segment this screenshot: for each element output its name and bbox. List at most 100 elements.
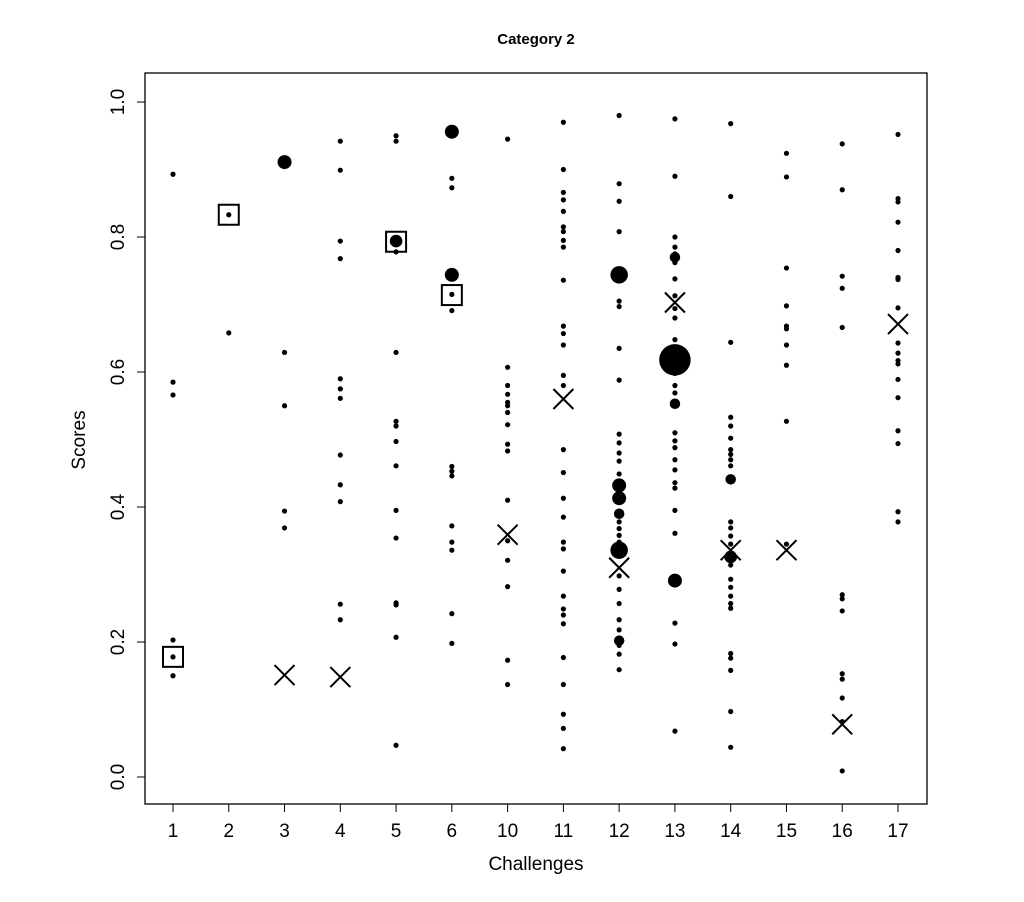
big-dot (669, 252, 681, 263)
dot (170, 673, 176, 679)
square (440, 284, 463, 307)
big-dot (667, 573, 682, 588)
dot (839, 285, 845, 291)
dot (728, 519, 734, 525)
dot (672, 430, 678, 436)
dot (449, 175, 455, 181)
dot (672, 530, 678, 536)
big-dot (610, 541, 628, 559)
dot (728, 655, 734, 661)
dot (728, 562, 734, 568)
dot (672, 382, 678, 389)
dot (560, 495, 566, 501)
dot (170, 379, 176, 385)
dot (839, 592, 845, 598)
dot (728, 193, 734, 200)
dot (281, 508, 288, 514)
dot (728, 414, 734, 420)
dot (505, 441, 511, 447)
dot (281, 403, 288, 409)
dot (337, 138, 343, 144)
big-dot (613, 508, 625, 520)
dot (393, 463, 399, 469)
dot (337, 376, 343, 382)
big-dot (725, 474, 736, 485)
dot (672, 728, 678, 734)
dot (505, 136, 511, 142)
square (162, 645, 184, 668)
dot (728, 423, 734, 429)
dot (895, 428, 901, 434)
y-tick-label: 1.0 (108, 89, 129, 115)
dot (560, 189, 566, 196)
dot (895, 199, 901, 205)
x-tick-label: 4 (335, 821, 346, 842)
dot (672, 480, 678, 486)
dot (616, 627, 622, 633)
dot (672, 337, 678, 343)
dot (616, 458, 622, 464)
dot (616, 600, 622, 607)
dot (560, 229, 566, 235)
cross (273, 664, 296, 686)
dot (839, 596, 845, 602)
dot (728, 447, 734, 453)
dot (895, 340, 901, 346)
x-tick-label: 15 (776, 821, 797, 842)
dot (616, 440, 622, 446)
dot (393, 133, 399, 139)
dot (560, 244, 566, 250)
dot (616, 345, 622, 351)
x-tick-label: 12 (609, 821, 630, 842)
dot (560, 654, 566, 661)
cross (608, 557, 630, 579)
dot (672, 457, 678, 463)
x-tick-label: 3 (279, 821, 290, 842)
dot (672, 234, 678, 240)
dot (449, 185, 455, 191)
dot (393, 418, 399, 424)
dot (728, 667, 734, 673)
dot (616, 526, 622, 532)
dot (895, 519, 901, 525)
dot (393, 507, 399, 513)
dot (895, 361, 901, 367)
dot (672, 485, 678, 491)
dot (783, 174, 790, 180)
dot (560, 119, 566, 125)
dot (505, 422, 511, 428)
dot (560, 539, 566, 545)
dot (281, 349, 288, 356)
dot (449, 539, 455, 545)
dot (505, 538, 511, 544)
big-dot (659, 344, 691, 376)
dot (560, 197, 566, 203)
dot (337, 395, 343, 401)
dot (449, 291, 455, 297)
x-tick-label: 10 (497, 821, 518, 842)
dot (560, 621, 566, 627)
dot (560, 725, 566, 732)
dot (560, 224, 566, 230)
dot (728, 525, 734, 531)
dot (895, 219, 901, 225)
dot (170, 171, 176, 177)
cross (775, 539, 798, 561)
dot (728, 576, 734, 582)
dot (616, 450, 622, 456)
dot (672, 173, 678, 179)
dot (505, 391, 511, 397)
dot (560, 323, 566, 329)
cross (664, 291, 686, 314)
dot (728, 339, 734, 345)
dot (672, 315, 678, 321)
dot (672, 305, 678, 312)
dot (616, 298, 622, 304)
dot (839, 324, 845, 331)
dot (337, 386, 343, 392)
dot (560, 546, 566, 552)
dot (728, 605, 734, 611)
dot (337, 617, 343, 623)
dot (616, 532, 622, 538)
